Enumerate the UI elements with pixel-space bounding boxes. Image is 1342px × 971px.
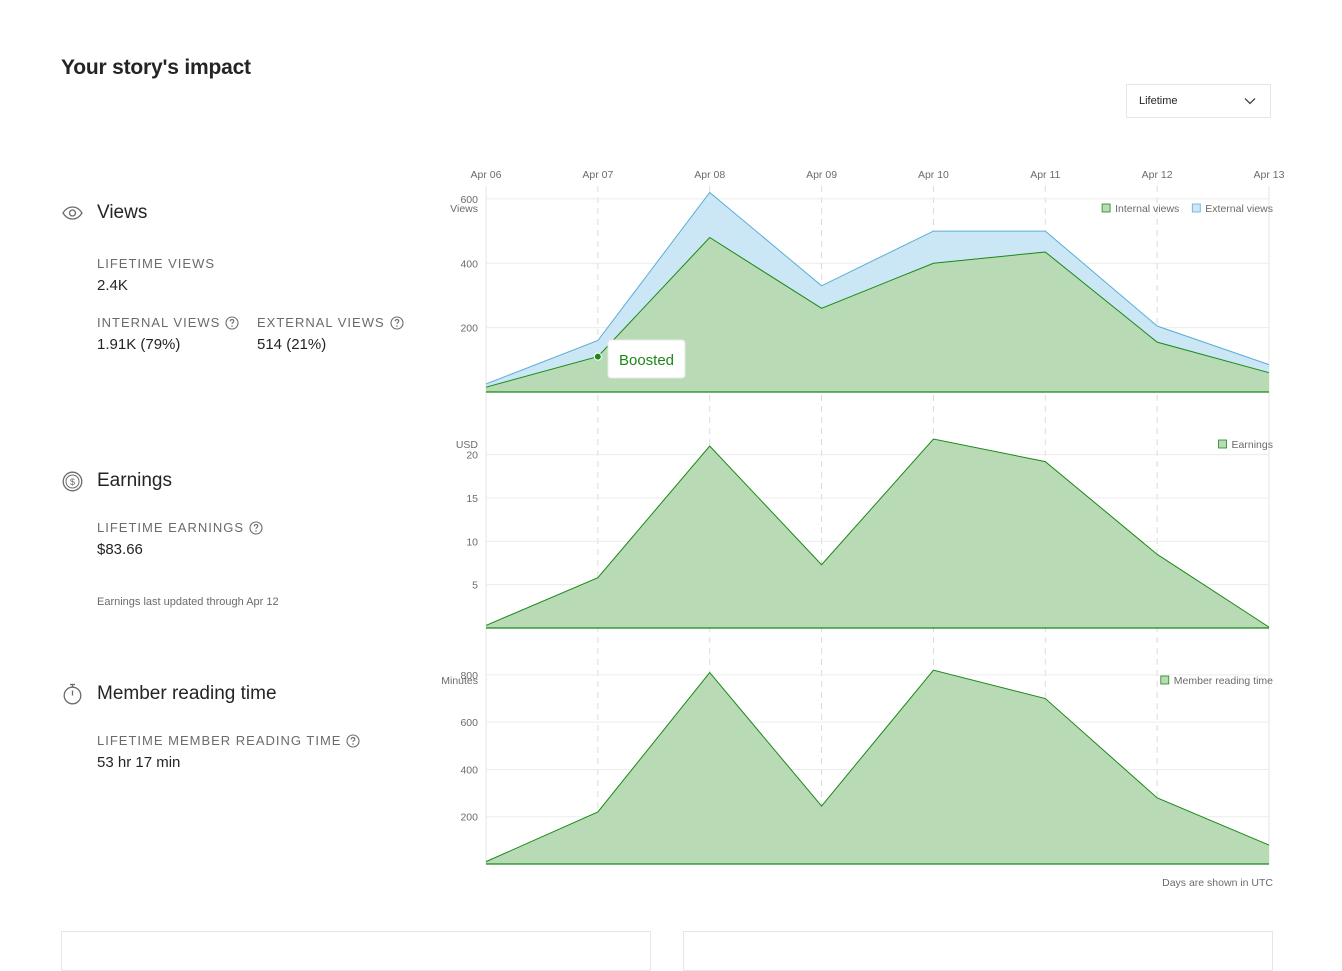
series-area [486,192,1269,388]
series-area [486,670,1269,864]
y-axis-label: USD [456,439,479,451]
y-axis-tick-label: 15 [466,493,478,505]
y-axis-tick-label: 10 [466,536,478,548]
eye-icon [62,203,83,224]
question-circle-icon[interactable] [346,733,361,748]
x-axis-tick-label: Apr 09 [806,169,837,181]
series-line [485,669,1270,863]
question-circle-icon[interactable] [390,315,404,330]
lifetime-reading-label: LIFETIME MEMBER READING TIME [97,733,342,748]
chevron-down-icon [1244,97,1256,105]
internal-views-stat: INTERNAL VIEWS 1.91K (79%) [97,315,239,353]
page-title: Your story's impact [61,56,251,79]
utc-footnote: Days are shown in UTC [1162,877,1273,889]
boosted-label: Boosted [619,352,674,369]
time-range-select[interactable]: Lifetime [1126,84,1271,118]
internal-views-label: INTERNAL VIEWS [97,315,221,330]
external-views-stat: EXTERNAL VIEWS 514 (21%) [257,315,404,353]
earnings-heading: Earnings [97,470,172,491]
y-axis-tick-label: 200 [460,812,478,824]
legend-swatch [1160,675,1170,685]
question-circle-icon[interactable] [249,520,263,535]
lifetime-earnings-value: $83.66 [97,541,143,558]
x-axis-tick-label: Apr 08 [694,169,725,181]
stopwatch-icon [62,683,83,705]
earnings-section-header: $ Earnings [62,470,172,492]
bottom-card-left [61,931,651,971]
boosted-marker [593,352,602,361]
x-axis-tick-label: Apr 06 [471,169,502,181]
lifetime-views-label: LIFETIME VIEWS [97,256,216,271]
time-range-value: Lifetime [1139,95,1178,107]
y-axis-tick-label: 800 [460,670,478,682]
internal-views-value: 1.91K (79%) [97,336,181,353]
x-axis-tick-label: Apr 13 [1254,169,1285,181]
legend-swatch [1218,439,1227,449]
legend-label: Earnings [1232,439,1273,451]
y-axis-tick-label: 20 [466,450,478,462]
reading-section-header: Member reading time [62,683,277,705]
lifetime-earnings-stat: LIFETIME EARNINGS $83.66 [97,520,263,558]
lifetime-views-value: 2.4K [97,277,128,294]
stats-charts: Apr 06 Apr 07 Apr 08 Apr 09 Apr 10 Apr 11 Apr … [441,169,1285,889]
legend-label: Internal views [1115,203,1179,215]
lifetime-earnings-label: LIFETIME EARNINGS [97,520,245,535]
y-axis-label: Minutes [441,675,478,687]
y-axis-tick-label: 200 [460,323,478,335]
series-line [485,191,1270,385]
y-axis-tick-label: 600 [460,717,478,729]
views-heading: Views [97,202,148,223]
series-area [486,237,1269,392]
series-line [485,236,1270,388]
y-axis-tick-label: 400 [460,258,478,270]
external-views-value: 514 (21%) [257,336,327,353]
views-section-header: Views [62,202,147,224]
x-axis-tick-label: Apr 10 [918,169,949,181]
y-axis-tick-label: 5 [472,580,478,592]
legend-label: Member reading time [1174,675,1273,687]
external-views-label: EXTERNAL VIEWS [257,315,385,330]
x-axis-tick-label: Apr 07 [582,169,613,181]
question-circle-icon[interactable] [225,315,239,330]
legend-swatch [1191,203,1201,213]
x-axis-tick-label: Apr 11 [1030,169,1060,181]
lifetime-reading-stat: LIFETIME MEMBER READING TIME 53 hr 17 mi… [97,733,361,771]
y-axis-tick-label: 600 [460,194,478,206]
legend-label: External views [1205,203,1273,215]
series-line [485,438,1270,628]
y-axis-tick-label: 400 [460,764,478,776]
svg-text:$: $ [70,477,75,487]
bottom-card-right [683,931,1273,971]
earnings-updated-note: Earnings last updated through Apr 12 [97,596,279,608]
legend-swatch [1101,203,1111,213]
lifetime-views-stat: LIFETIME VIEWS 2.4K [97,256,215,294]
x-axis-tick-label: Apr 12 [1142,169,1173,181]
dollar-coin-icon: $ [62,471,83,492]
lifetime-reading-value: 53 hr 17 min [97,754,181,771]
reading-heading: Member reading time [97,683,277,704]
series-area [486,439,1269,628]
y-axis-label: Views [450,203,478,215]
boosted-tooltip [607,339,686,379]
